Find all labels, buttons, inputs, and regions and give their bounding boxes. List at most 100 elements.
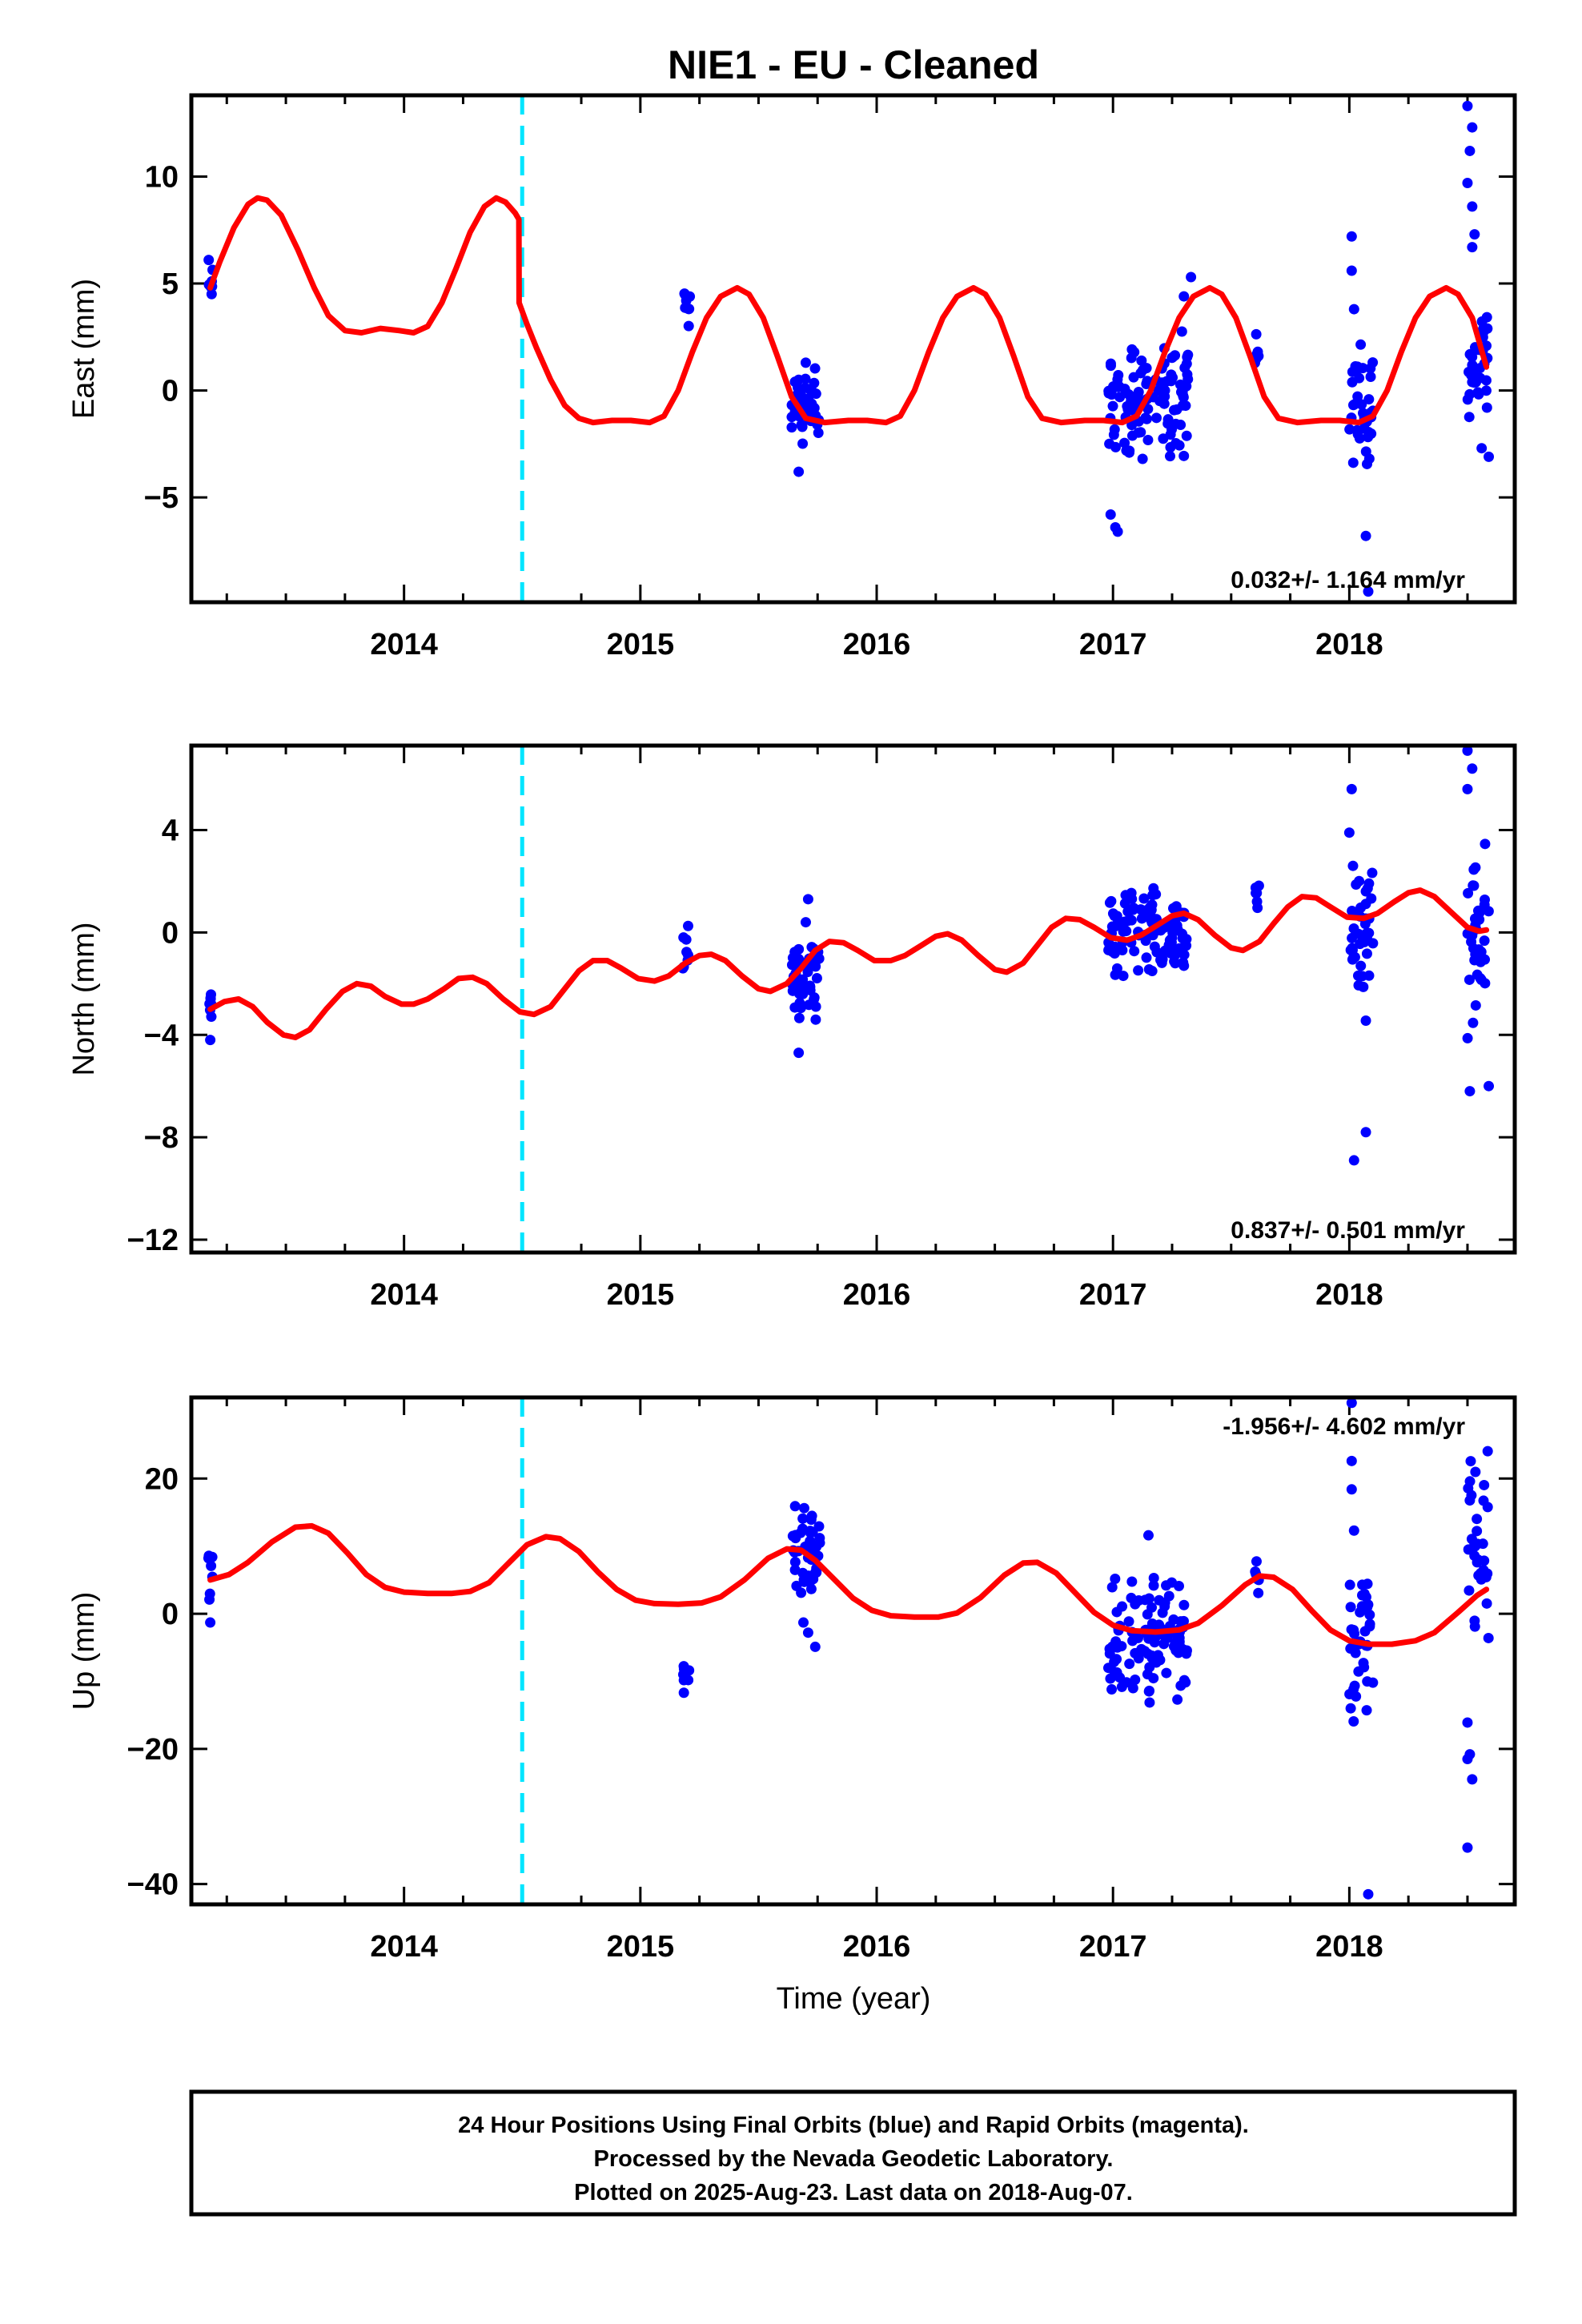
axes-frame: [189, 1395, 1517, 1907]
data-point: [1467, 352, 1478, 363]
data-point: [206, 989, 217, 1000]
data-point: [1359, 1588, 1370, 1599]
data-point: [1111, 1667, 1122, 1678]
data-point: [1467, 122, 1478, 133]
data-point: [1359, 936, 1370, 947]
data-point: [682, 920, 693, 931]
data-point: [805, 1583, 817, 1594]
data-point: [1124, 445, 1135, 456]
data-point: [1129, 946, 1140, 957]
data-point: [1346, 231, 1357, 242]
data-point: [1358, 408, 1369, 419]
data-point: [1181, 940, 1192, 951]
data-point: [1355, 339, 1367, 350]
data-point: [1484, 451, 1495, 462]
data-point: [1474, 907, 1485, 919]
data-point: [1347, 457, 1359, 468]
data-point: [797, 1567, 809, 1578]
x-tick-label: 2018: [1315, 1278, 1383, 1312]
data-point: [206, 288, 217, 300]
data-point: [1462, 1032, 1473, 1043]
data-point: [1186, 271, 1197, 283]
data-point: [1478, 324, 1489, 335]
data-point: [1251, 1556, 1262, 1567]
data-point: [802, 1627, 813, 1638]
data-point: [1464, 1585, 1475, 1596]
data-point: [1137, 453, 1148, 464]
data-point: [1126, 1576, 1138, 1587]
data-point: [207, 1551, 218, 1562]
data-point: [1102, 1663, 1114, 1674]
data-point: [1353, 928, 1364, 939]
data-point: [1118, 926, 1129, 937]
data-point: [1130, 1675, 1141, 1686]
data-point: [1181, 358, 1192, 369]
data-point: [1251, 328, 1262, 340]
data-point: [1171, 404, 1182, 415]
data-point: [1163, 939, 1174, 951]
data-point: [1167, 903, 1178, 914]
data-point: [1125, 915, 1136, 926]
data-point: [1148, 1673, 1159, 1684]
panel-east: 2014 2015 2016 2017 2018 10 5 0 −5 East (mm) 0.032…: [67, 93, 1517, 661]
data-point: [1344, 424, 1355, 435]
data-point: [1472, 1557, 1483, 1568]
data-point: [1481, 1598, 1492, 1609]
data-point: [1110, 969, 1121, 980]
data-point: [813, 1521, 825, 1532]
y-tick-label: −12: [127, 1224, 179, 1257]
data-point: [1360, 1015, 1371, 1026]
data-point: [1149, 1637, 1160, 1648]
data-point: [1142, 404, 1154, 415]
axes-frame: [189, 743, 1517, 1255]
data-point: [1104, 942, 1115, 953]
data-point: [1344, 1579, 1355, 1590]
data-point: [678, 932, 689, 943]
y-tick-label: 0: [162, 916, 179, 950]
data-point: [1251, 896, 1263, 907]
data-point: [1114, 392, 1126, 403]
data-point: [1112, 526, 1123, 537]
data-point: [1103, 388, 1114, 399]
data-point: [798, 1502, 809, 1514]
data-point: [789, 1501, 801, 1512]
data-point: [1345, 1643, 1356, 1655]
data-point: [1141, 413, 1152, 424]
data-point: [205, 1617, 216, 1628]
x-tick-label: 2015: [607, 1930, 675, 1964]
data-point: [1178, 960, 1190, 971]
data-point: [806, 398, 817, 409]
data-point: [1107, 400, 1118, 412]
data-point: [205, 1035, 216, 1046]
data-point: [1111, 1606, 1122, 1618]
data-point: [1149, 941, 1160, 952]
y-tick-label: −40: [127, 1868, 179, 1902]
data-point: [1170, 418, 1182, 429]
data-point: [1483, 1632, 1494, 1643]
data-point: [1167, 372, 1178, 383]
data-point: [1462, 746, 1473, 756]
data-point: [1104, 1643, 1115, 1655]
data-point: [1472, 1514, 1483, 1525]
data-point: [1348, 1715, 1359, 1727]
data-point: [1345, 1602, 1356, 1613]
data-point: [793, 466, 805, 477]
data-point: [813, 427, 824, 438]
data-point: [1472, 1538, 1484, 1550]
data-point: [1165, 451, 1176, 462]
observations-north: [204, 746, 1495, 1166]
data-point: [678, 1661, 689, 1672]
y-tick-label: −8: [144, 1121, 179, 1155]
data-point: [1354, 875, 1365, 887]
x-axis-label: Time (year): [777, 1982, 931, 2016]
data-point: [1172, 1694, 1183, 1705]
data-point: [1462, 178, 1473, 189]
data-point: [1178, 949, 1190, 960]
data-point: [1473, 388, 1484, 400]
data-point: [1355, 960, 1367, 971]
x-tick-label: 2017: [1079, 1930, 1147, 1964]
data-point: [1348, 1525, 1359, 1536]
data-point: [1476, 316, 1488, 327]
data-point: [1159, 385, 1170, 396]
data-point: [1352, 970, 1363, 981]
